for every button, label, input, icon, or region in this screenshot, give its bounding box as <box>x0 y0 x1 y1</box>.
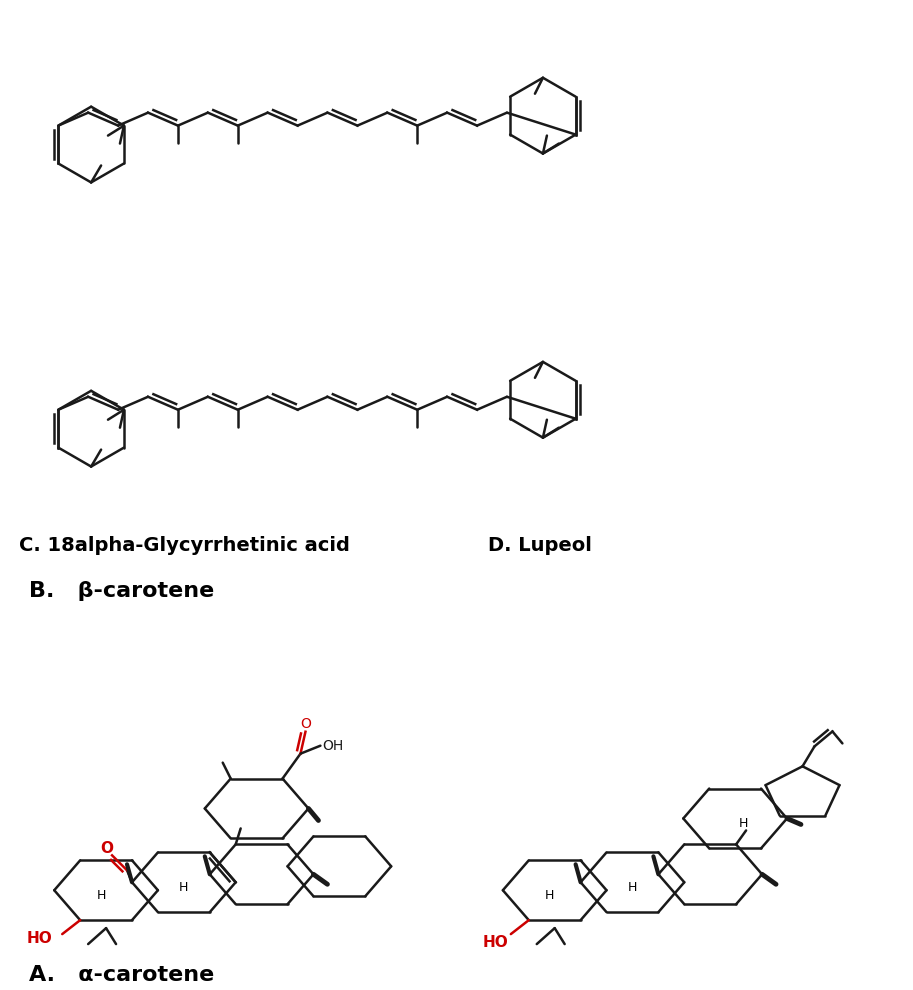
Text: H: H <box>179 881 188 894</box>
Text: HO: HO <box>26 931 52 945</box>
Text: H: H <box>739 817 748 830</box>
Text: H: H <box>628 881 637 894</box>
Text: OH: OH <box>322 739 343 752</box>
Text: O: O <box>100 841 113 856</box>
Text: A.   α-carotene: A. α-carotene <box>29 965 215 985</box>
Text: C. 18alpha-Glycyrrhetinic acid: C. 18alpha-Glycyrrhetinic acid <box>19 537 351 555</box>
Text: H: H <box>545 889 554 902</box>
Text: D. Lupeol: D. Lupeol <box>488 537 592 555</box>
Text: H: H <box>97 889 106 902</box>
Text: O: O <box>300 717 311 731</box>
Text: B.   β-carotene: B. β-carotene <box>29 581 215 601</box>
Text: HO: HO <box>483 935 509 949</box>
